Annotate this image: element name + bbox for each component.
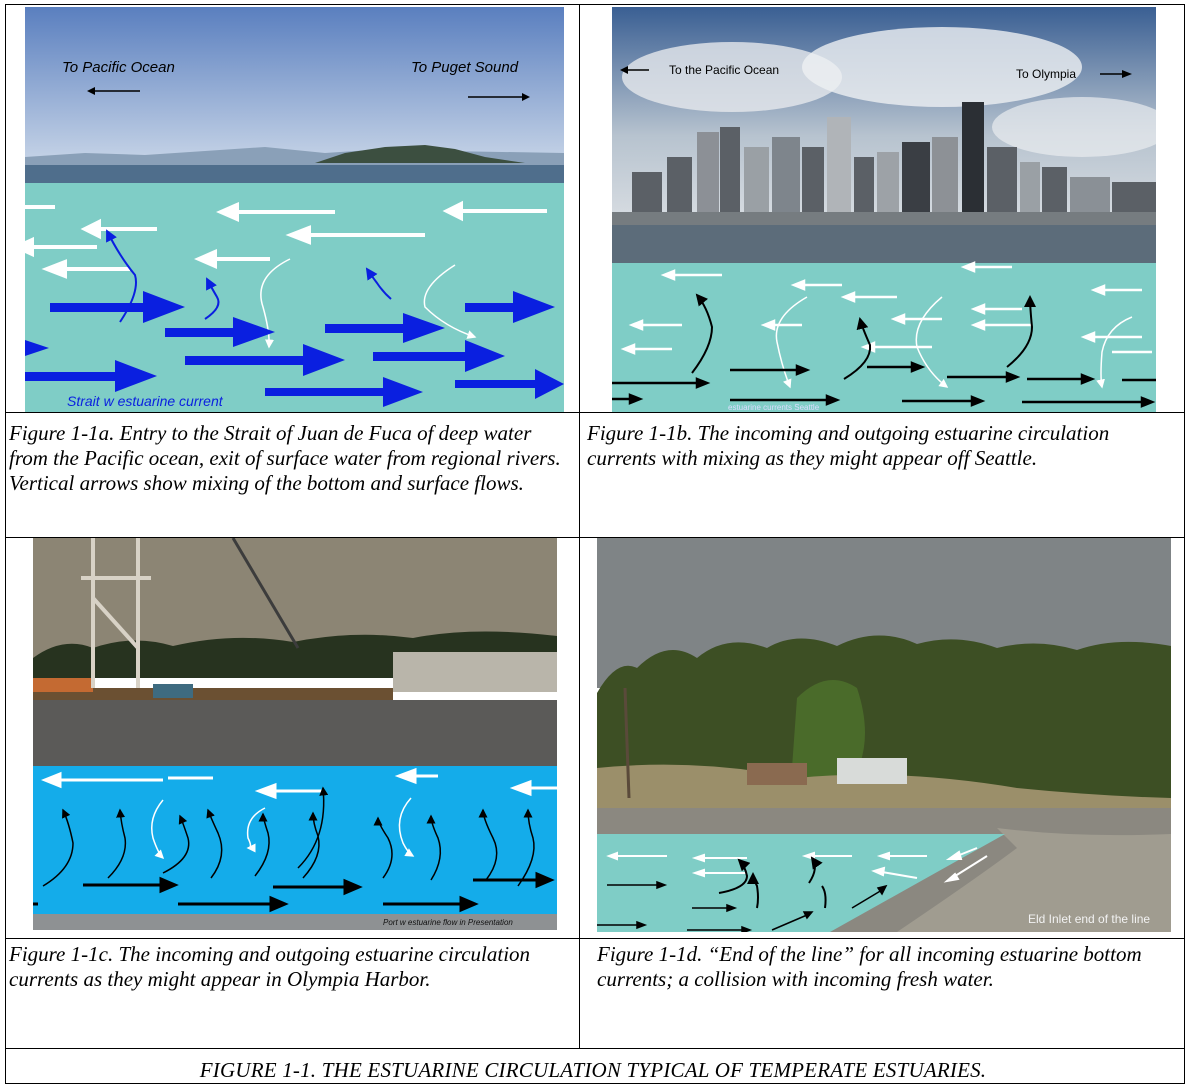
label-to-the-pacific-ocean: To the Pacific Ocean <box>669 63 780 77</box>
label-to-puget-sound: To Puget Sound <box>411 59 519 76</box>
watermark-a: Strait w estuarine current <box>67 393 223 409</box>
caption-figure-1-1c: Figure 1-1c. The incoming and outgoing e… <box>9 942 531 991</box>
figure-title: FIGURE 1-1. THE ESTUARINE CIRCULATION TY… <box>199 1058 987 1082</box>
caption-figure-1-1a: Figure 1-1a. Entry to the Strait of Juan… <box>9 421 561 495</box>
label-to-olympia: To Olympia <box>1016 67 1077 81</box>
photo-olympia-harbor: Port w estuarine flow in Presentation <box>33 538 557 930</box>
photo-strait: To Pacific Ocean To Puget Sound Strait w… <box>25 7 564 412</box>
table-divider-vertical-bottom <box>579 537 580 1049</box>
watermark-b: estuarine currents Seattle <box>728 403 820 412</box>
watermark-c: Port w estuarine flow in Presentation <box>383 918 513 927</box>
table-divider-row2 <box>5 537 1185 538</box>
label-to-pacific-ocean: To Pacific Ocean <box>62 59 175 76</box>
photo-eld-inlet: Eld Inlet end of the line <box>597 538 1171 932</box>
table-divider-row4 <box>5 1048 1185 1049</box>
table-divider-row1 <box>5 412 1185 413</box>
photo-seattle: To the Pacific Ocean To Olympia estuarin… <box>612 7 1156 412</box>
watermark-d: Eld Inlet end of the line <box>1028 912 1151 926</box>
table-divider-row3 <box>5 938 1185 939</box>
caption-figure-1-1d: Figure 1-1d. “End of the line” for all i… <box>597 942 1142 991</box>
caption-figure-1-1b: Figure 1-1b. The incoming and outgoing e… <box>587 421 1110 470</box>
table-divider-vertical-top <box>579 4 580 537</box>
figure-table <box>5 4 1185 1084</box>
